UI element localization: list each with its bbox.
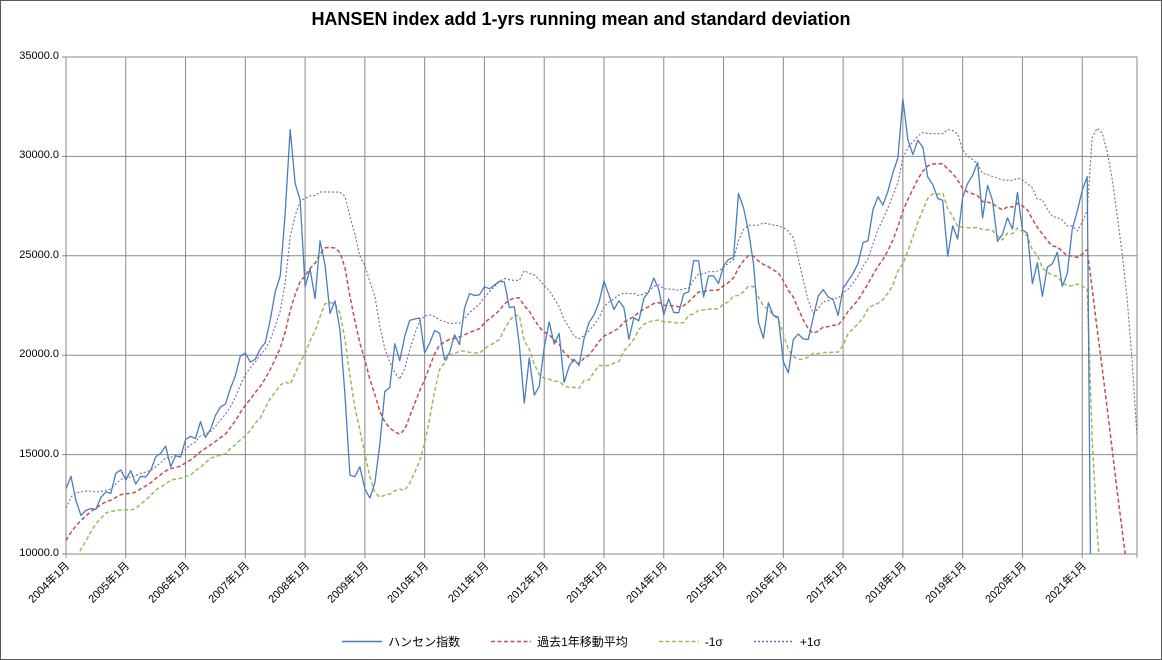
y-axis-tick-label: 15000.0 [19, 447, 59, 460]
legend-item-0: ハンセン指数 [341, 633, 460, 650]
series-lines [66, 98, 1137, 554]
legend-item-label: +1σ [799, 634, 821, 649]
series-hansen-index-line [66, 98, 1092, 554]
gridlines [65, 56, 1138, 555]
series-plus-1-sigma-line [66, 127, 1137, 509]
y-axis-tick-label: 25000.0 [19, 248, 59, 261]
y-axis-tick-label: 30000.0 [19, 149, 59, 162]
legend-item-1: 過去1年移動平均 [490, 633, 628, 650]
series-running-mean-line [66, 162, 1126, 554]
legend-item-label: 過去1年移動平均 [537, 635, 628, 649]
legend-item-label: -1σ [704, 634, 723, 649]
legend-item-3: +1σ [753, 635, 821, 649]
legend-key-line [342, 640, 383, 643]
legend-key-line [753, 640, 794, 643]
chart-title: HANSEN index add 1-yrs running mean and … [311, 9, 851, 29]
legend-item-2: -1σ [658, 635, 723, 649]
chart-legend: ハンセン指数 過去1年移動平均 -1σ +1σ [1, 633, 1161, 650]
series-minus-1-sigma-line [77, 192, 1100, 554]
y-axis-tick-label: 20000.0 [19, 348, 59, 361]
axis-ticks [62, 56, 1138, 558]
legend-key-line [658, 640, 699, 643]
legend-key-line [491, 640, 532, 643]
legend-item-label: ハンセン指数 [388, 635, 461, 649]
y-axis-tick-label: 10000.0 [19, 547, 59, 559]
y-axis-tick-label: 35000.0 [19, 50, 59, 62]
